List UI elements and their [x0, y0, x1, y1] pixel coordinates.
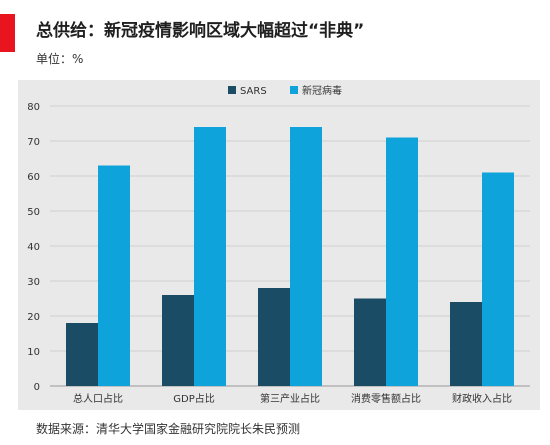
bar: [194, 127, 226, 386]
x-tick-label: GDP占比: [173, 392, 214, 405]
unit-label: 单位：%: [36, 52, 84, 66]
y-tick-label: 50: [27, 207, 40, 218]
x-tick-label: 第三产业占比: [260, 392, 320, 405]
y-tick-label: 30: [27, 277, 40, 288]
legend-label: SARS: [240, 86, 267, 97]
x-tick-label: 财政收入占比: [452, 392, 512, 405]
bar: [290, 127, 322, 386]
bar: [386, 137, 418, 386]
bar: [450, 302, 482, 386]
bar: [258, 288, 290, 386]
x-tick-label: 总人口占比: [73, 392, 123, 405]
bar: [66, 323, 98, 386]
bar-chart: 0 10 20 30 40 50 60 70 80 总人口占比 GDP占比 第三产业占比 消费零售额占比…: [27, 84, 530, 405]
chart-panel: 0 10 20 30 40 50 60 70 80 总人口占比 GDP占比 第三产业占比 消费零售额占比…: [18, 80, 540, 410]
chart-title: 总供给：新冠疫情影响区域大幅超过“非典”: [36, 21, 365, 41]
y-tick-label: 40: [27, 242, 40, 253]
bar: [162, 295, 194, 386]
y-tick-label: 70: [27, 137, 40, 148]
bar: [98, 165, 130, 386]
y-tick-label: 60: [27, 172, 40, 183]
bar: [482, 172, 514, 386]
legend-label: 新冠病毒: [302, 84, 342, 97]
x-tick-label: 消费零售额占比: [351, 392, 421, 405]
y-tick-label: 20: [27, 312, 40, 323]
y-tick-label: 0: [34, 382, 40, 393]
bar: [354, 298, 386, 386]
y-tick-label: 80: [27, 102, 40, 113]
y-tick-label: 10: [27, 347, 40, 358]
legend-swatch: [228, 86, 236, 94]
data-source: 数据来源：清华大学国家金融研究院院长朱民预测: [36, 422, 301, 436]
legend-swatch: [290, 86, 298, 94]
accent-bar: [0, 14, 15, 52]
